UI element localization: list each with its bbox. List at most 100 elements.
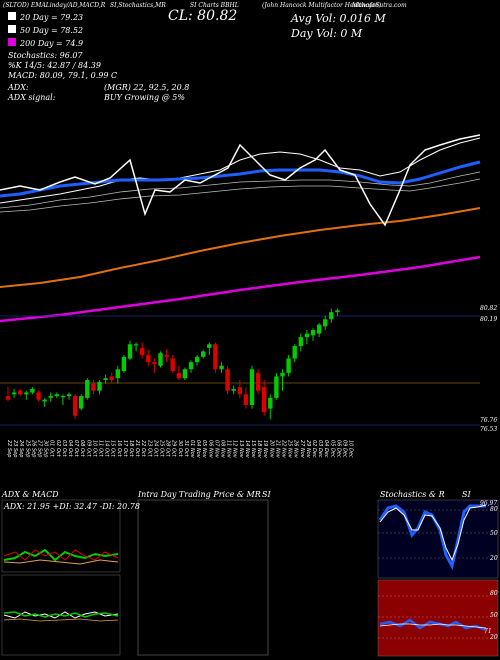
date-label: 10 Dec — [348, 440, 354, 458]
candle-body — [60, 396, 66, 398]
rsi-line — [379, 618, 487, 632]
price-label-mid: 80.19 — [480, 316, 498, 323]
candle-body — [48, 396, 53, 398]
candle-body — [18, 390, 23, 395]
stoch-tag: 96,97 — [480, 500, 498, 507]
candle-body — [121, 356, 127, 372]
header-title-right: SI Charts BBHL — [190, 2, 239, 9]
date-label: 25 Oct — [159, 440, 165, 458]
stoch-d-line — [379, 504, 487, 562]
stoch-tick-50: 50 — [490, 530, 498, 537]
candle-body — [30, 388, 35, 393]
candle-body — [329, 312, 334, 320]
date-label: 26 Nov — [293, 440, 299, 459]
candle-body — [335, 310, 340, 313]
ema20-swatch — [8, 12, 16, 20]
candle-body — [152, 362, 157, 364]
date-label: 11 Nov — [226, 440, 232, 459]
avg-volume: Avg Vol: 0.016 M — [291, 12, 386, 25]
date-label: 18 Nov — [256, 440, 262, 459]
ema20-label: 20 Day = 79.23 — [8, 12, 83, 22]
date-label: 07 Nov — [213, 440, 219, 459]
date-label: 18 Oct — [128, 440, 134, 458]
candle-body — [249, 369, 255, 405]
header-title-left: (SLTOD) EMALinday/AD,MACD,R — [3, 2, 106, 9]
candle-body — [182, 369, 188, 379]
date-label: 29 Oct — [171, 440, 177, 458]
candle-body — [243, 394, 249, 405]
candle-body — [24, 392, 29, 395]
ema-line-grey-2 — [0, 178, 481, 213]
rsi-tick-50: 50 — [490, 612, 498, 619]
candle-body — [170, 358, 175, 372]
date-label: 21 Nov — [274, 440, 280, 459]
stochastics-value: Stochastics: 96.07 — [8, 51, 83, 60]
candle-body — [286, 358, 291, 373]
candle-body — [213, 344, 218, 370]
candle-body — [36, 392, 41, 400]
date-label: 29 Nov — [305, 440, 311, 459]
minus-di-line — [3, 549, 119, 561]
date-label: 28 Oct — [165, 440, 171, 458]
mgr-values: (MGR) 22, 92.5, 20.8 — [104, 83, 190, 92]
candle-body — [268, 397, 273, 409]
candle-body — [91, 383, 96, 391]
candle-body — [225, 369, 230, 391]
candle-body — [231, 388, 236, 391]
candle-body — [103, 378, 108, 380]
candle-body — [201, 351, 206, 357]
date-label: 27 Nov — [299, 440, 305, 459]
candle-body — [316, 324, 322, 334]
candle-body — [42, 399, 47, 402]
intra-panel-title: Intra Day Trading Price & MR — [138, 490, 261, 499]
date-label: 20 Nov — [268, 440, 274, 459]
date-label: 31 Oct — [183, 440, 189, 458]
date-label: 24 Sep — [18, 440, 24, 457]
macd-hist-line — [3, 618, 119, 622]
date-label: 24 Oct — [152, 440, 158, 458]
rsi-panel — [377, 579, 499, 657]
price-label-high: 80.82 — [480, 305, 498, 312]
stoch-tick-20: 20 — [490, 555, 498, 562]
date-label: 07 Oct — [73, 440, 79, 458]
date-label: 04 Nov — [195, 440, 201, 459]
candle-body — [255, 372, 261, 391]
candle-body — [310, 330, 316, 336]
date-label: 25 Nov — [287, 440, 293, 459]
date-label: 14 Oct — [104, 440, 110, 458]
candle-body — [219, 365, 224, 370]
ema50-line — [0, 137, 481, 204]
header-site: MunafaSutra.com — [352, 2, 407, 9]
date-label: 25 Sep — [24, 440, 30, 457]
ema50-swatch — [8, 25, 16, 33]
date-label: 03 Oct — [61, 440, 67, 458]
date-label: 22 Nov — [281, 440, 287, 459]
mrsi-line — [379, 623, 487, 629]
adx-line — [3, 559, 119, 565]
buy-signal: BUY Growing @ 5% — [104, 93, 185, 102]
candle-body — [274, 376, 279, 398]
date-label: 11 Oct — [98, 440, 104, 458]
date-label: 02 Oct — [55, 440, 61, 458]
candle-body — [109, 376, 114, 380]
date-label: 16 Oct — [116, 440, 122, 458]
candle-body — [127, 344, 133, 359]
date-label: 27 Sep — [37, 440, 43, 457]
candle-body — [207, 344, 212, 348]
date-label: 09 Dec — [342, 440, 348, 458]
price-close-line — [0, 134, 481, 227]
stochastics-panel — [377, 499, 499, 579]
macd-values: MACD: 80.09, 79.1, 0.99 C — [8, 71, 118, 80]
date-label: 15 Nov — [250, 440, 256, 459]
intra-panel-si: SI — [262, 490, 271, 499]
price-label-low1: 76.76 — [480, 417, 498, 424]
date-label: 23 Sep — [12, 440, 18, 457]
candle-body — [79, 396, 84, 409]
price-label-low2: 76.53 — [480, 426, 498, 433]
candle-body — [304, 333, 310, 338]
date-label: 17 Oct — [122, 440, 128, 458]
candle-body — [97, 381, 102, 391]
ema-line-grey-1 — [0, 171, 481, 209]
stoch-tick-80: 80 — [490, 506, 498, 513]
